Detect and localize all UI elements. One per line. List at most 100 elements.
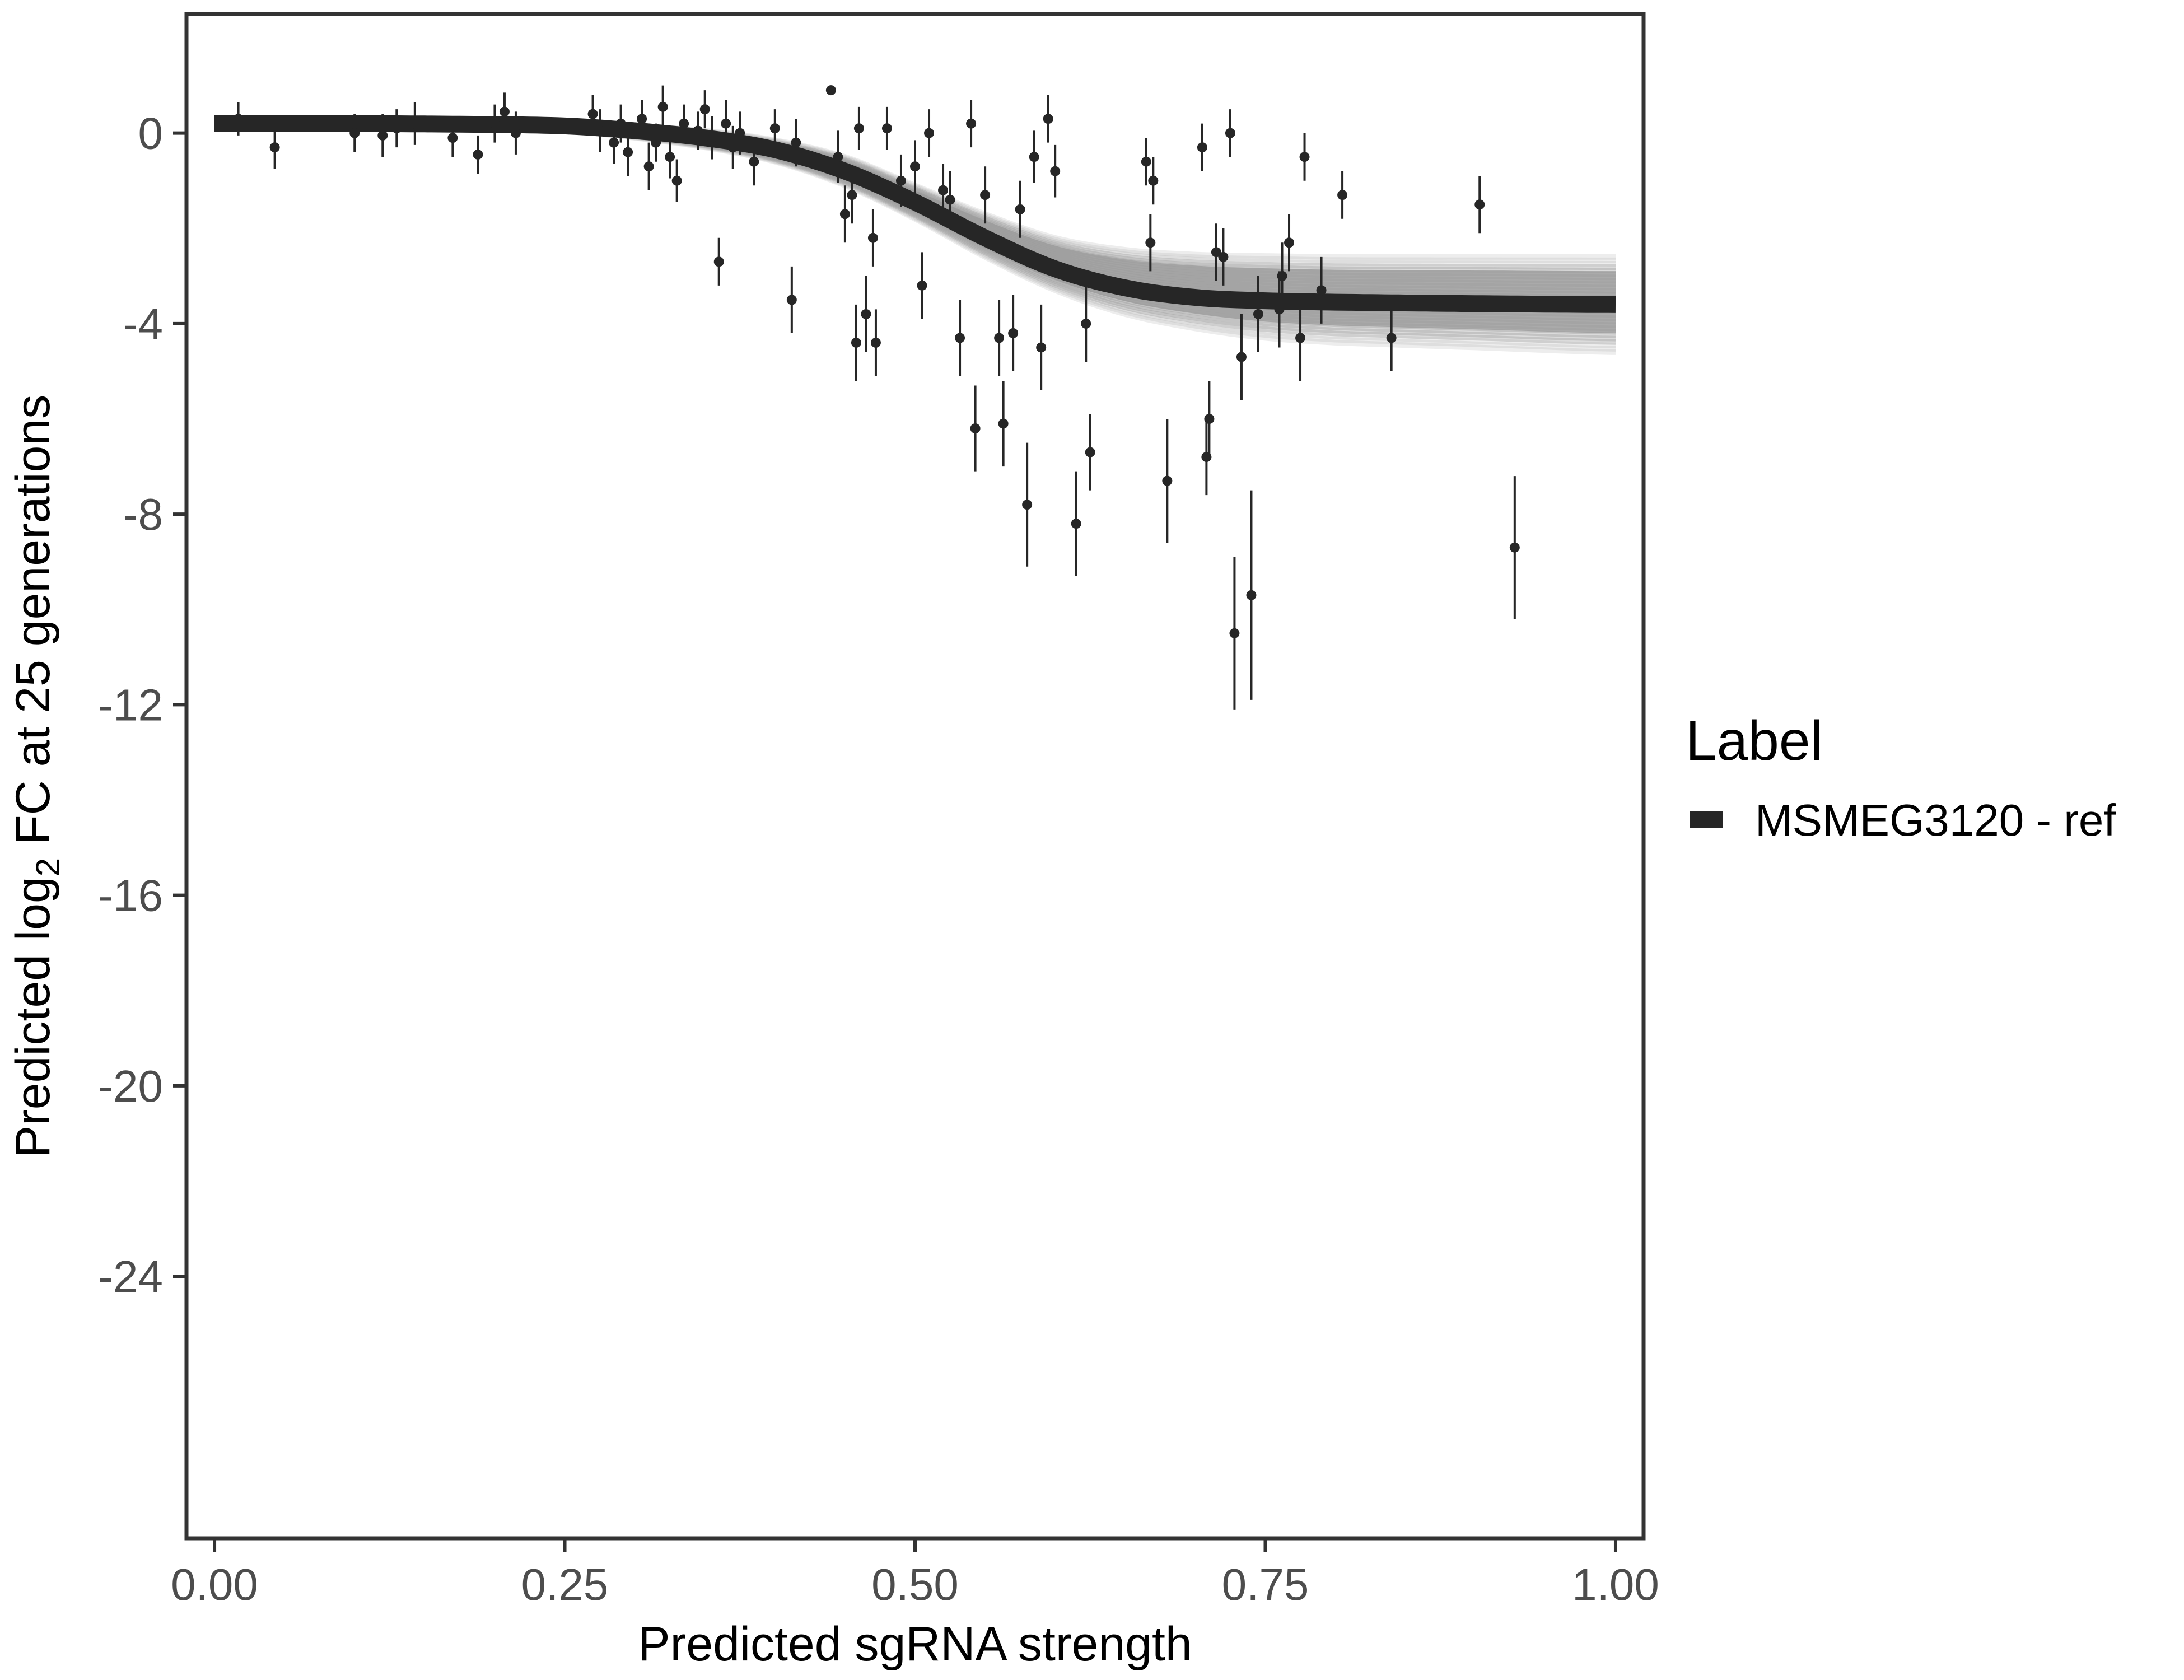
data-point	[349, 114, 360, 152]
data-point	[1299, 133, 1310, 181]
data-point	[1036, 304, 1047, 390]
point-marker	[609, 137, 619, 148]
point-marker	[1036, 342, 1047, 353]
data-point	[233, 102, 244, 136]
fitted-curve	[213, 115, 1617, 313]
data-point	[657, 85, 668, 129]
data-point	[1081, 285, 1091, 362]
point-marker	[1386, 333, 1397, 343]
y-axis-title: Predicted log2 FC at 25 generations	[6, 395, 67, 1158]
data-point	[735, 111, 745, 155]
point-marker	[651, 137, 661, 148]
point-marker	[1050, 166, 1061, 176]
point-marker	[786, 295, 797, 305]
point-marker	[825, 85, 836, 96]
point-marker	[970, 423, 981, 434]
data-point	[623, 128, 633, 176]
data-point	[769, 109, 780, 148]
plot-panel-border	[184, 12, 1646, 1541]
data-point	[851, 304, 861, 381]
data-points-layer	[233, 85, 1520, 710]
data-point	[1029, 130, 1039, 183]
data-point	[870, 309, 881, 376]
point-marker	[510, 128, 521, 138]
point-marker	[870, 337, 881, 348]
point-marker	[587, 109, 598, 119]
point-marker	[473, 149, 483, 160]
data-point	[1071, 471, 1081, 576]
data-point	[1253, 276, 1263, 352]
x-tick-label: 0.00	[171, 1560, 258, 1609]
data-point	[1145, 214, 1156, 272]
data-point	[721, 100, 731, 148]
point-marker	[1148, 175, 1159, 186]
point-marker	[665, 152, 675, 162]
point-marker	[1225, 128, 1235, 138]
data-point	[679, 104, 689, 143]
data-point	[1022, 442, 1033, 567]
point-marker	[791, 137, 801, 148]
data-point	[391, 109, 402, 148]
point-marker	[847, 190, 857, 200]
point-marker	[1029, 152, 1039, 162]
data-point	[489, 104, 500, 143]
point-marker	[1236, 352, 1247, 362]
point-marker	[1015, 204, 1025, 214]
point-marker	[707, 133, 717, 143]
y-tick-label: -20	[98, 1061, 163, 1111]
y-tick-label: -8	[123, 489, 163, 539]
legend: Label MSMEG3120 - ref	[1686, 710, 2116, 845]
point-marker	[727, 142, 738, 153]
data-point	[1277, 242, 1287, 310]
data-point	[1236, 314, 1247, 400]
point-marker	[1081, 318, 1091, 329]
data-point	[980, 166, 991, 224]
x-tick-label: 1.00	[1572, 1560, 1659, 1609]
point-marker	[881, 123, 892, 134]
data-point	[693, 111, 703, 150]
point-marker	[938, 185, 949, 195]
data-point	[510, 111, 521, 155]
point-marker	[994, 333, 1005, 343]
point-marker	[1299, 152, 1310, 162]
point-marker	[1253, 309, 1263, 319]
data-point	[998, 380, 1009, 467]
data-point	[1043, 95, 1053, 143]
point-marker	[955, 333, 965, 343]
data-point	[377, 114, 388, 157]
point-marker	[447, 133, 458, 143]
data-point	[786, 266, 797, 333]
data-point	[1085, 414, 1095, 491]
point-marker	[595, 125, 605, 136]
point-marker	[713, 256, 724, 267]
data-point	[1474, 176, 1485, 234]
data-point	[1204, 380, 1215, 458]
x-tick-label: 0.50	[871, 1560, 959, 1609]
data-point	[867, 209, 878, 267]
legend-title: Label	[1686, 710, 1823, 772]
data-point	[833, 130, 843, 183]
point-marker	[721, 118, 731, 129]
data-point	[637, 100, 647, 138]
data-point	[409, 102, 420, 145]
data-point	[853, 106, 864, 150]
data-point	[1225, 109, 1235, 157]
point-marker	[1246, 590, 1257, 600]
point-marker	[489, 118, 500, 129]
point-marker	[1008, 328, 1019, 338]
point-marker	[657, 101, 668, 112]
data-point	[587, 95, 598, 133]
point-marker	[1509, 542, 1520, 553]
point-marker	[910, 161, 920, 172]
y-tick-label: -12	[98, 680, 163, 730]
data-point	[924, 109, 935, 157]
x-axis: 0.00 0.25 0.50 0.75 1.00	[171, 1540, 1659, 1609]
data-point	[699, 90, 710, 129]
x-tick-label: 0.25	[521, 1560, 609, 1609]
y-tick-label: 0	[138, 109, 164, 158]
point-marker	[861, 309, 871, 319]
data-point	[707, 116, 717, 160]
point-marker	[693, 125, 703, 136]
point-marker	[1043, 114, 1053, 124]
